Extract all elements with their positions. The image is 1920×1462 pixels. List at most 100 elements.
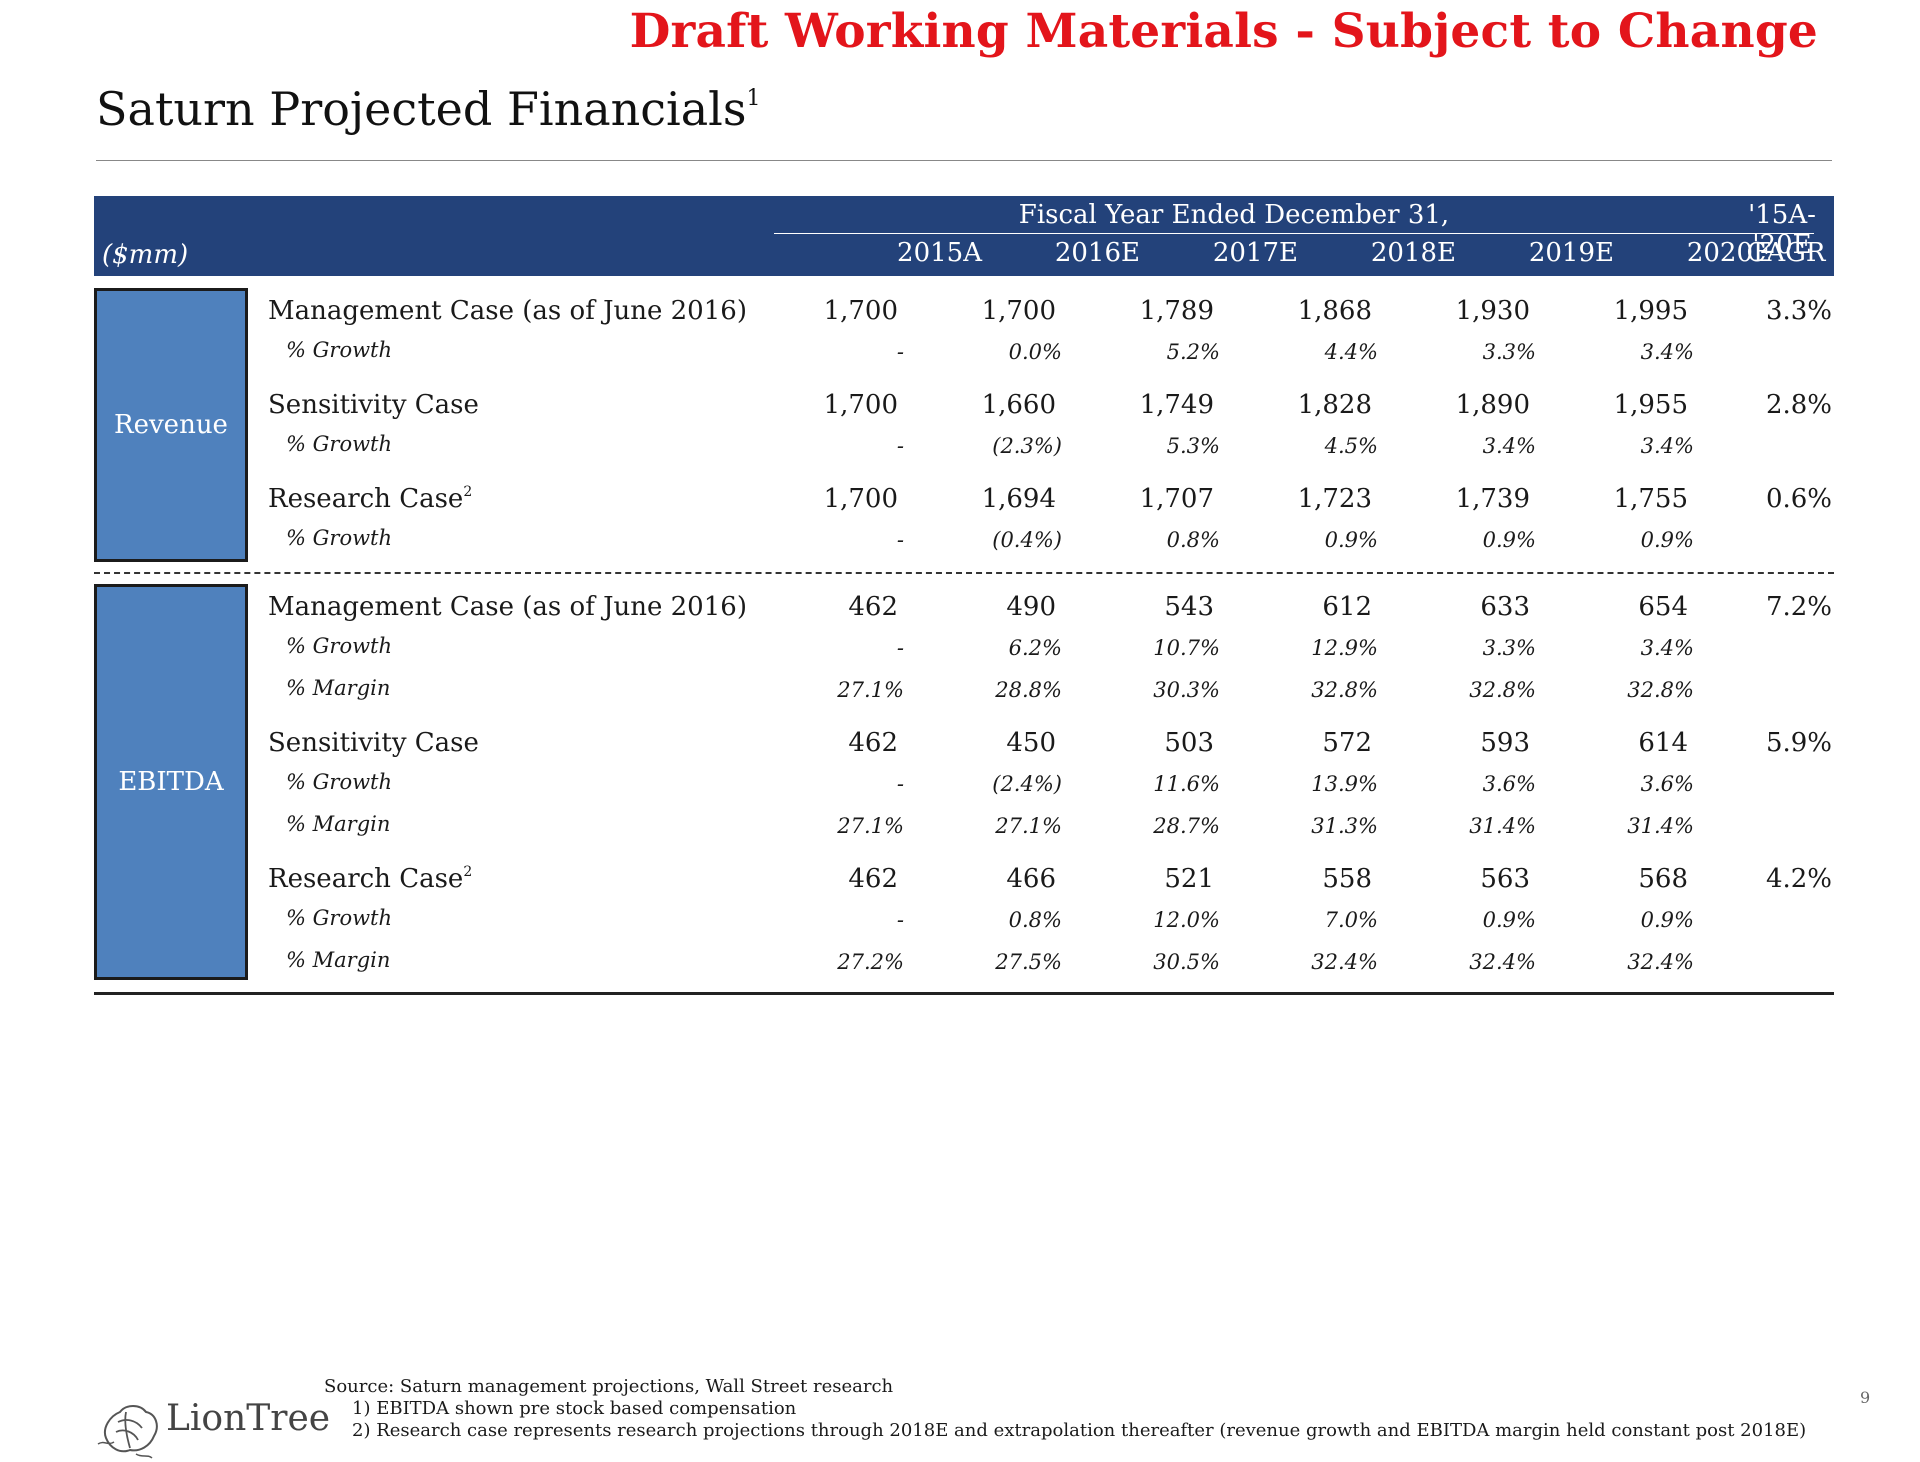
liontree-logo-icon [97, 1405, 158, 1459]
revenue-value-cell: 1,995 [1613, 296, 1688, 326]
growth-cell: 7.0% [1324, 908, 1378, 932]
ebitda-value-cell: 466 [1006, 864, 1056, 894]
growth-row-label: % Growth [286, 432, 393, 456]
case-name: Research Case [268, 484, 464, 514]
margin-cell: 31.4% [1469, 814, 1536, 838]
margin-cell: 32.8% [1469, 678, 1536, 702]
cagr-cell: 4.2% [1765, 864, 1832, 894]
margin-cell: 27.1% [837, 814, 904, 838]
growth-row-label: % Growth [286, 634, 393, 658]
revenue-value-cell: 1,707 [1139, 484, 1214, 514]
units-label: ($mm) [102, 240, 189, 270]
cagr-header-line1: '15A-'20E [1748, 200, 1816, 260]
margin-cell: 32.4% [1311, 950, 1378, 974]
revenue-value-cell: 1,700 [981, 296, 1056, 326]
ebitda-value-cell: 612 [1322, 592, 1372, 622]
margin-cell: 32.8% [1311, 678, 1378, 702]
growth-cell: - [896, 528, 904, 552]
ebitda-value-cell: 563 [1480, 864, 1530, 894]
revenue-section-label: Revenue [94, 288, 248, 562]
case-footnote-marker: 2 [463, 864, 473, 880]
growth-cell: - [896, 636, 904, 660]
year-header: 2020E [1686, 238, 1772, 268]
margin-cell: 32.4% [1469, 950, 1536, 974]
brand-wordmark: LionTree [166, 1398, 331, 1439]
year-header: 2015A [897, 238, 982, 268]
section-divider [94, 572, 1834, 574]
ebitda-section-label: EBITDA [94, 584, 248, 980]
revenue-label-text: Revenue [114, 410, 228, 440]
growth-cell: 4.4% [1324, 340, 1378, 364]
year-header: 2017E [1212, 238, 1298, 268]
year-header: 2016E [1054, 238, 1140, 268]
growth-cell: 3.6% [1482, 772, 1536, 796]
page-number: 9 [1860, 1388, 1871, 1407]
revenue-value-cell: 1,755 [1613, 484, 1688, 514]
growth-cell: 5.3% [1166, 434, 1220, 458]
case-label: Research Case2 [268, 864, 472, 894]
growth-cell: 0.0% [1008, 340, 1062, 364]
footnotes: Source: Saturn management projections, W… [324, 1376, 1807, 1442]
growth-cell: 0.9% [1324, 528, 1378, 552]
cagr-cell: 7.2% [1765, 592, 1832, 622]
growth-cell: 3.3% [1482, 340, 1536, 364]
case-name: Sensitivity Case [268, 390, 479, 420]
growth-row-label: % Growth [286, 526, 393, 550]
case-name: Management Case (as of June 2016) [268, 592, 747, 622]
case-label: Management Case (as of June 2016) [268, 592, 747, 622]
ebitda-label-text: EBITDA [118, 767, 224, 797]
revenue-value-cell: 1,890 [1455, 390, 1530, 420]
ebitda-value-cell: 462 [848, 728, 898, 758]
fiscal-year-label: Fiscal Year Ended December 31, [1018, 200, 1450, 230]
growth-cell: 5.2% [1166, 340, 1220, 364]
case-name: Sensitivity Case [268, 728, 479, 758]
case-label: Sensitivity Case [268, 728, 479, 758]
year-header: 2018E [1370, 238, 1456, 268]
revenue-value-cell: 1,700 [823, 296, 898, 326]
margin-row-label: % Margin [286, 948, 391, 972]
margin-cell: 27.5% [995, 950, 1062, 974]
ebitda-value-cell: 654 [1638, 592, 1688, 622]
growth-cell: 0.9% [1482, 528, 1536, 552]
case-name: Management Case (as of June 2016) [268, 296, 747, 326]
footnote-2: 2) Research case represents research pro… [352, 1420, 1807, 1441]
revenue-value-cell: 1,930 [1455, 296, 1530, 326]
growth-cell: 0.8% [1166, 528, 1220, 552]
table-header: ($mm) Fiscal Year Ended December 31, '15… [94, 196, 1834, 276]
ebitda-value-cell: 633 [1480, 592, 1530, 622]
revenue-value-cell: 1,868 [1297, 296, 1372, 326]
growth-cell: 3.4% [1640, 636, 1694, 660]
revenue-value-cell: 1,700 [823, 390, 898, 420]
year-header: 2019E [1528, 238, 1614, 268]
growth-cell: 10.7% [1153, 636, 1220, 660]
margin-cell: 31.3% [1311, 814, 1378, 838]
page-title: Saturn Projected Financials1 [96, 82, 760, 136]
case-label: Sensitivity Case [268, 390, 479, 420]
growth-cell: - [896, 434, 904, 458]
growth-cell: 3.4% [1640, 434, 1694, 458]
margin-cell: 27.1% [995, 814, 1062, 838]
margin-cell: 30.3% [1153, 678, 1220, 702]
growth-cell: 6.2% [1008, 636, 1062, 660]
ebitda-value-cell: 490 [1006, 592, 1056, 622]
ebitda-value-cell: 593 [1480, 728, 1530, 758]
revenue-value-cell: 1,700 [823, 484, 898, 514]
margin-cell: 31.4% [1627, 814, 1694, 838]
revenue-value-cell: 1,828 [1297, 390, 1372, 420]
growth-cell: 13.9% [1311, 772, 1378, 796]
margin-row-label: % Margin [286, 812, 391, 836]
ebitda-value-cell: 503 [1164, 728, 1214, 758]
growth-cell: (0.4%) [992, 528, 1062, 552]
growth-cell: 3.4% [1482, 434, 1536, 458]
case-label: Management Case (as of June 2016) [268, 296, 747, 326]
growth-row-label: % Growth [286, 906, 393, 930]
footnote-1: 1) EBITDA shown pre stock based compensa… [352, 1398, 797, 1419]
revenue-value-cell: 1,955 [1613, 390, 1688, 420]
margin-row-label: % Margin [286, 676, 391, 700]
growth-cell: - [896, 772, 904, 796]
growth-cell: 0.8% [1008, 908, 1062, 932]
revenue-value-cell: 1,660 [981, 390, 1056, 420]
margin-cell: 27.1% [837, 678, 904, 702]
revenue-value-cell: 1,694 [981, 484, 1056, 514]
growth-cell: 3.6% [1640, 772, 1694, 796]
